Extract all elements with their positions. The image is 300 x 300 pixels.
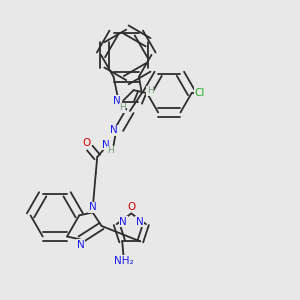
Text: O: O [127,202,135,212]
Text: Cl: Cl [195,88,205,98]
Text: N: N [102,140,110,149]
Text: N: N [89,202,97,212]
Text: O: O [83,138,91,148]
Text: H: H [147,86,154,95]
Text: H: H [107,146,114,155]
Text: N: N [136,217,143,227]
Text: N: N [113,95,121,106]
Text: NH₂: NH₂ [114,256,134,266]
Text: H: H [119,103,126,112]
Text: N: N [119,217,127,227]
Text: N: N [76,240,84,250]
Text: N: N [110,125,118,135]
